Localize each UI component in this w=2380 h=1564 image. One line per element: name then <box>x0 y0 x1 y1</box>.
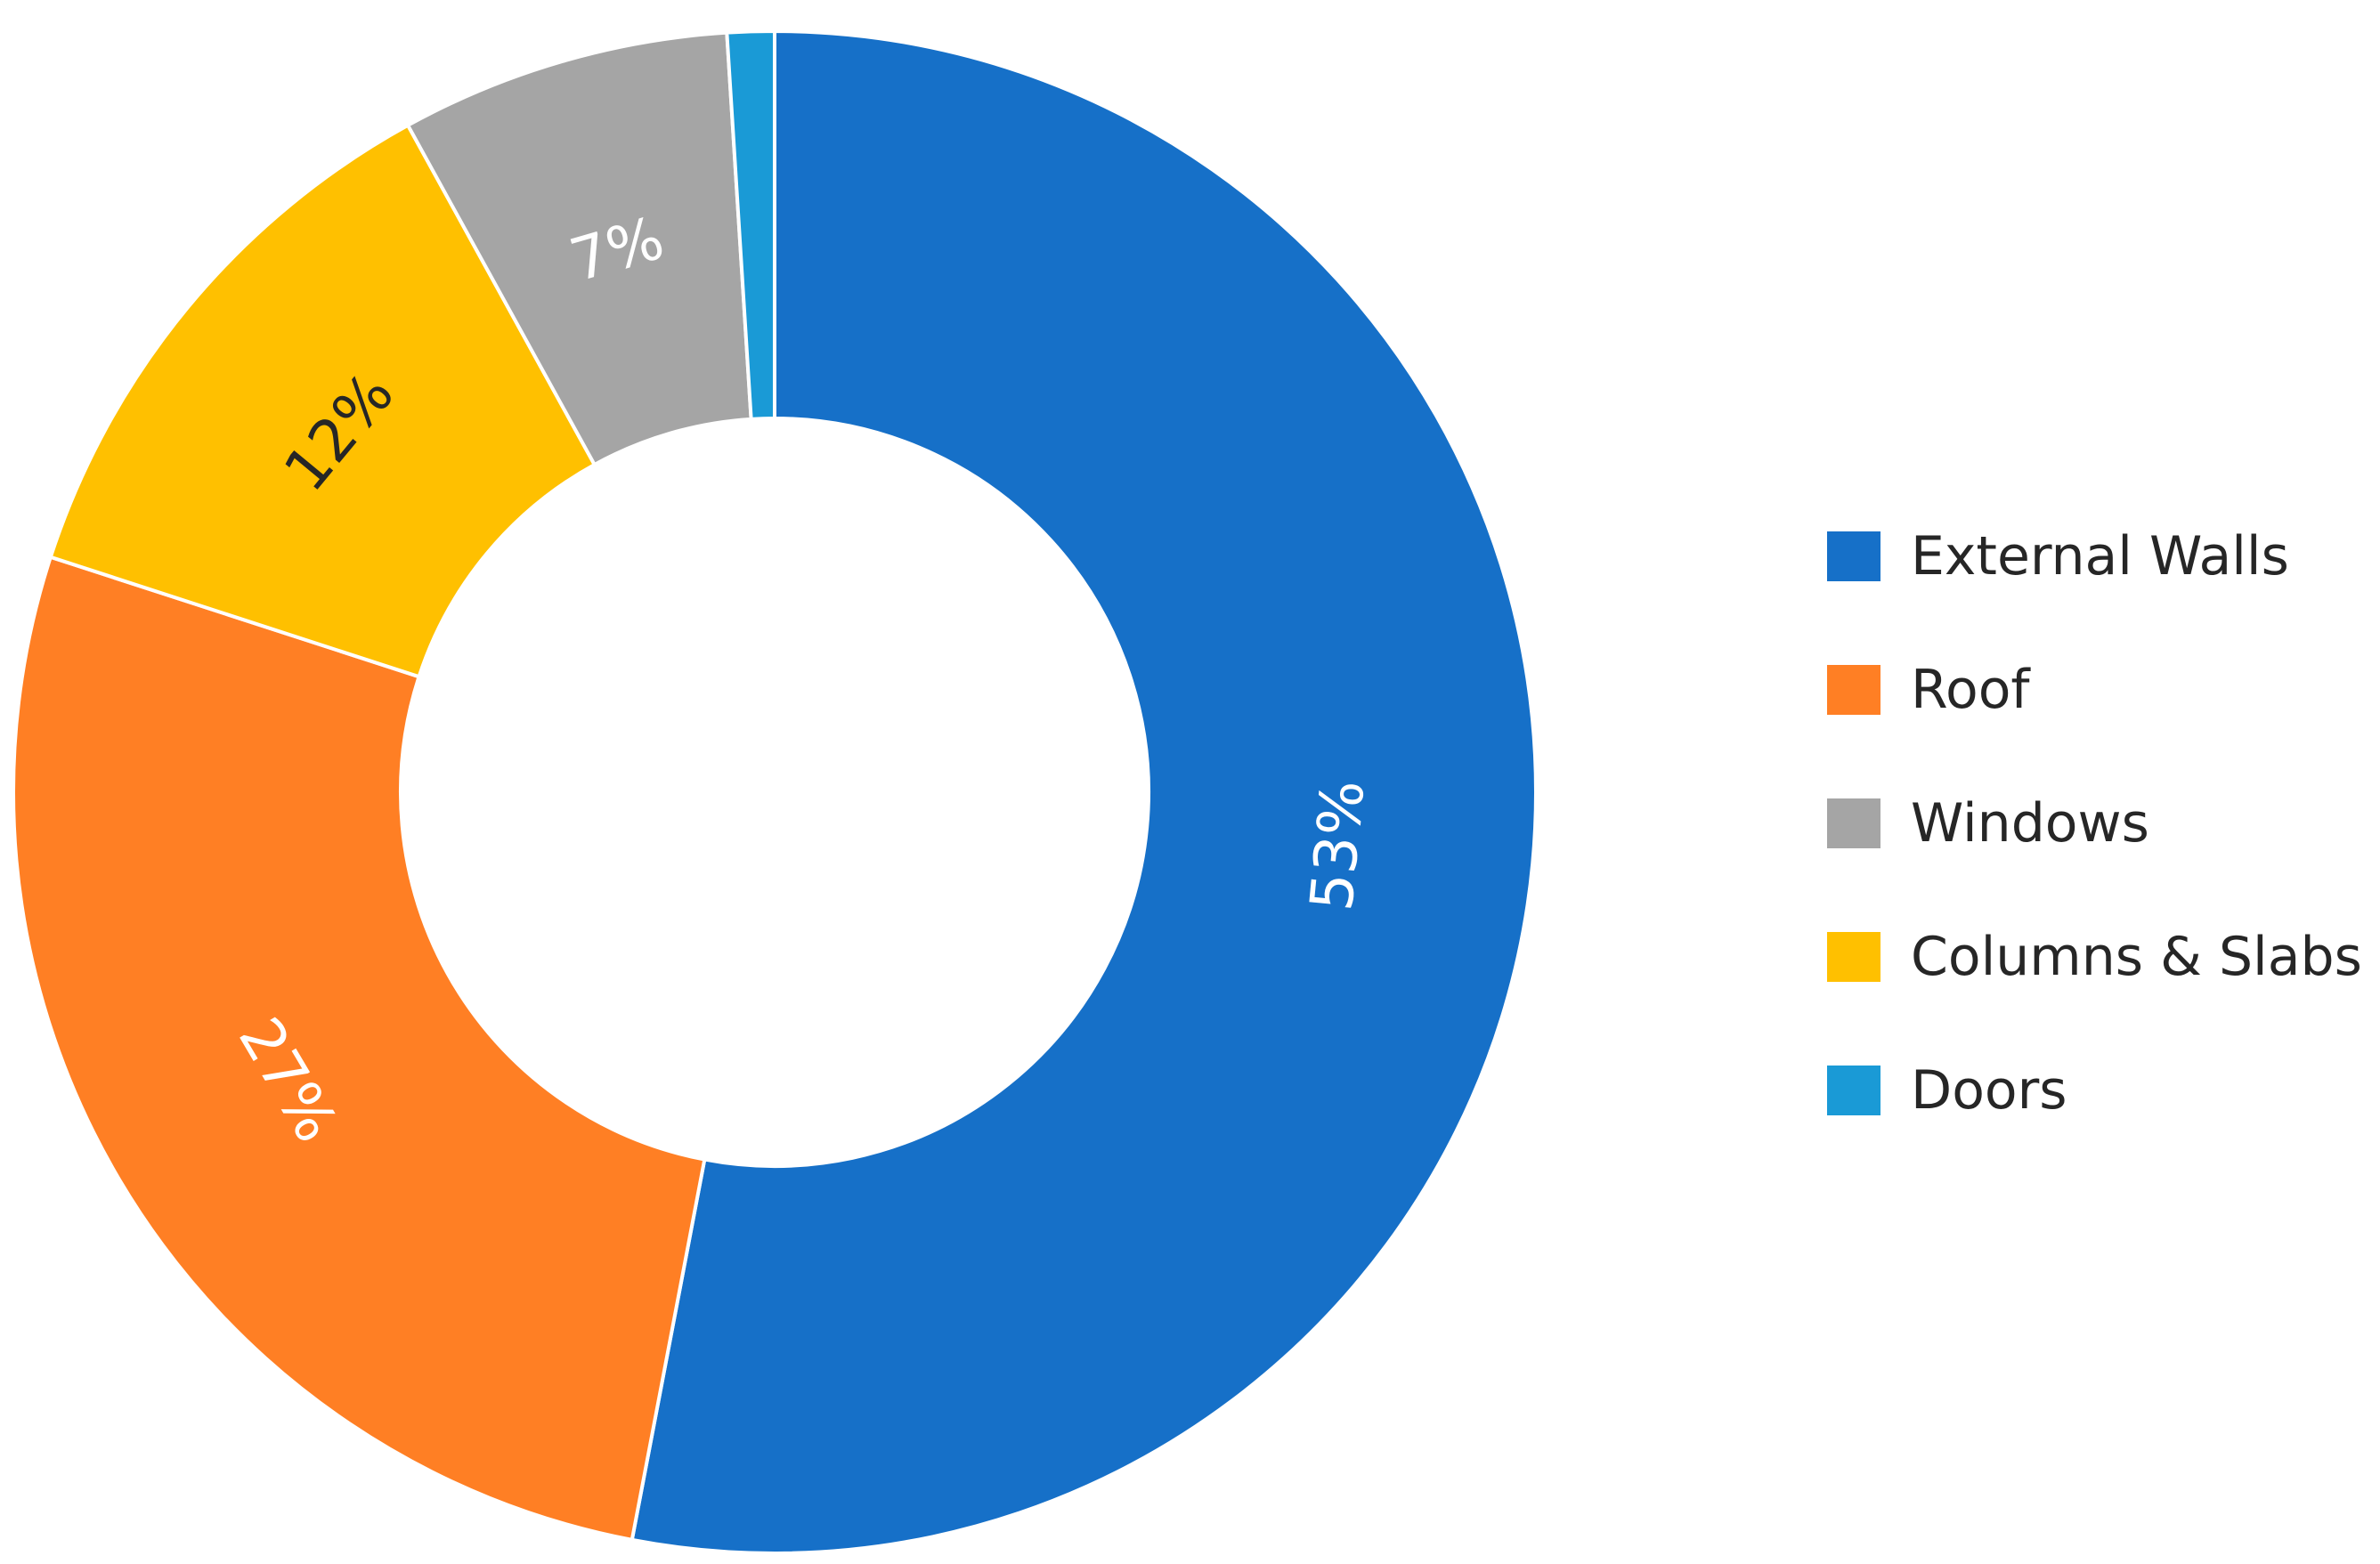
slice-windows <box>405 30 753 467</box>
slice-columns-and-slabs <box>48 123 597 679</box>
legend-label-windows: Windows <box>1911 792 2149 855</box>
data-label-external-walls: 53% <box>1297 777 1377 913</box>
legend-item-roof: Roof <box>1827 623 2361 757</box>
legend-swatch-doors <box>1827 1066 1880 1115</box>
legend-item-external-walls: External Walls <box>1827 490 2361 623</box>
legend-item-windows: Windows <box>1827 757 2361 890</box>
slices-layer <box>12 28 1538 1555</box>
slice-doors <box>725 28 776 421</box>
legend-item-doors: Doors <box>1827 1024 2361 1157</box>
slice-external-walls <box>630 28 1538 1555</box>
legend-swatch-external-walls <box>1827 531 1880 581</box>
legend-label-roof: Roof <box>1911 659 2030 721</box>
legend-label-doors: Doors <box>1911 1059 2067 1122</box>
legend-label-external-walls: External Walls <box>1911 525 2289 588</box>
legend-swatch-windows <box>1827 798 1880 848</box>
legend: External Walls Roof Windows Columns & Slabs… <box>1827 490 2362 1157</box>
legend-item-columns-and-slabs: Columns & Slabs <box>1827 890 2362 1024</box>
slice-roof <box>12 555 707 1543</box>
legend-swatch-columns-and-slabs <box>1827 932 1880 982</box>
legend-swatch-roof <box>1827 665 1880 715</box>
legend-label-columns-and-slabs: Columns & Slabs <box>1911 926 2362 988</box>
